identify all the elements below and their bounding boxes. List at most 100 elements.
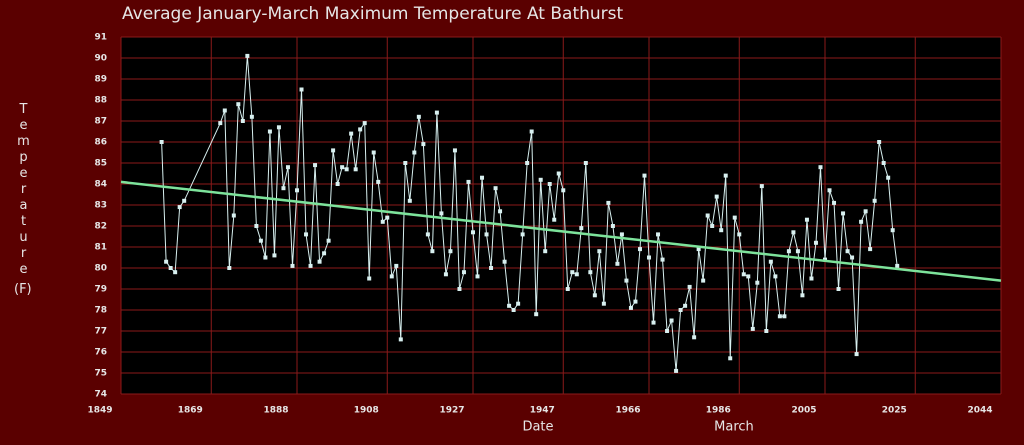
data-point — [660, 257, 665, 262]
data-point — [475, 274, 480, 279]
y-tick-label: 74 — [94, 390, 107, 400]
data-point — [647, 255, 651, 260]
data-point — [886, 175, 891, 180]
data-point — [610, 224, 615, 228]
data-point — [227, 266, 232, 270]
data-point — [728, 356, 733, 361]
data-point — [786, 249, 791, 254]
data-point — [628, 305, 633, 310]
y-tick-label: 83 — [94, 201, 107, 211]
data-point — [714, 194, 719, 199]
y-tick-label: 78 — [94, 306, 107, 316]
y-tick-label: 91 — [94, 33, 107, 43]
data-point — [182, 198, 187, 203]
x-tick-label: 2005 — [791, 406, 816, 416]
data-point — [380, 219, 385, 224]
data-point — [705, 213, 710, 218]
data-point — [827, 188, 832, 193]
data-point — [263, 255, 268, 260]
data-point — [836, 287, 841, 291]
data-point — [326, 238, 331, 243]
data-point — [556, 171, 561, 176]
data-point — [471, 230, 475, 235]
data-point — [543, 249, 548, 254]
x-tick-label: 2025 — [882, 406, 907, 416]
data-point — [240, 119, 245, 123]
y-tick-label: 85 — [94, 159, 107, 169]
data-point — [222, 108, 227, 113]
data-point — [425, 232, 430, 237]
data-point — [597, 249, 602, 254]
data-point — [299, 87, 304, 92]
data-point — [890, 228, 895, 233]
y-tick-label: 82 — [94, 222, 107, 232]
data-point — [850, 255, 855, 260]
data-point — [511, 308, 516, 312]
data-point — [832, 200, 837, 205]
data-point — [245, 53, 250, 58]
data-point — [394, 263, 399, 268]
y-tick-label: 79 — [94, 285, 107, 295]
data-point — [683, 303, 688, 308]
data-point — [777, 314, 782, 319]
data-point — [272, 253, 277, 258]
data-point — [507, 303, 512, 308]
x-tick-label: 1908 — [354, 406, 379, 416]
y-axis-label: Temperature — [16, 102, 31, 278]
data-point — [823, 257, 827, 262]
data-point — [750, 326, 755, 331]
data-point — [732, 215, 737, 220]
data-point — [687, 284, 692, 289]
x-tick-label: 1927 — [439, 406, 464, 416]
data-point — [534, 312, 539, 317]
trend-line — [120, 180, 1002, 282]
y-tick-label: 89 — [94, 75, 107, 85]
data-point — [177, 205, 182, 210]
data-point — [416, 114, 421, 119]
data-point — [665, 329, 670, 333]
data-point — [313, 163, 318, 168]
data-point — [281, 186, 286, 191]
data-point — [845, 249, 850, 254]
data-point — [624, 278, 629, 283]
data-point — [574, 272, 579, 277]
data-point — [809, 276, 814, 281]
y-tick-label: 88 — [94, 96, 107, 106]
y-tick-label: 81 — [94, 243, 107, 253]
data-point — [813, 240, 818, 245]
y-tick-label: 77 — [94, 327, 107, 337]
data-point — [159, 140, 164, 144]
data-point — [741, 272, 746, 277]
data-point — [877, 140, 882, 144]
data-point — [651, 320, 656, 325]
data-point — [276, 125, 281, 130]
plot-area — [121, 37, 1001, 394]
y-tick-label: 80 — [94, 264, 107, 274]
data-point — [759, 184, 764, 189]
data-point — [678, 308, 683, 312]
data-point — [841, 211, 846, 216]
data-point — [489, 266, 494, 270]
data-point — [461, 270, 466, 275]
data-point — [516, 301, 521, 306]
data-point — [868, 247, 873, 252]
x-axis-sublabel: March — [714, 420, 754, 435]
data-point — [773, 274, 778, 279]
data-point — [258, 238, 263, 243]
x-tick-label: 1869 — [178, 406, 203, 416]
data-point — [669, 318, 674, 323]
data-point — [818, 165, 823, 170]
data-point — [335, 182, 340, 186]
data-point — [782, 314, 787, 319]
data-point — [674, 368, 679, 373]
data-point — [457, 287, 462, 291]
data-point — [701, 278, 706, 283]
data-point — [637, 247, 642, 252]
x-tick-label: 1947 — [530, 406, 555, 416]
data-point — [768, 259, 773, 264]
data-point — [502, 259, 507, 264]
data-point — [367, 276, 372, 281]
data-point — [692, 335, 697, 340]
data-point — [764, 329, 769, 333]
